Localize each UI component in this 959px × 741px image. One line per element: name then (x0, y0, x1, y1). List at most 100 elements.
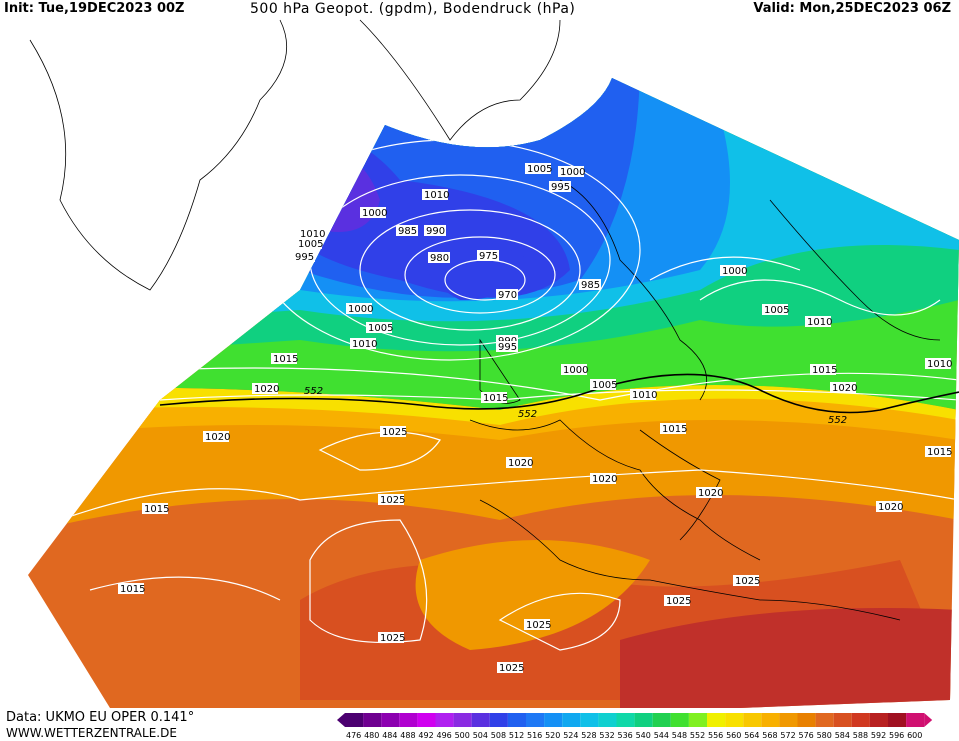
legend-tick-label: 524 (563, 731, 578, 740)
svg-text:995: 995 (551, 182, 570, 193)
isobar-label: 1025 (378, 632, 405, 644)
legend-tick-label: 508 (491, 731, 506, 740)
isobar-label: 1020 (506, 457, 533, 469)
legend-tick-label: 532 (599, 731, 614, 740)
legend-tick-label: 504 (473, 731, 488, 740)
legend-tick-label: 500 (455, 731, 470, 740)
legend-tick-label: 556 (708, 731, 723, 740)
isobar-labels: 1010 1005 995 1000 1010 985 990 980 975 … (118, 163, 952, 674)
isobar-label: 1015 (142, 503, 169, 515)
isobar-label: 995 (549, 181, 571, 193)
init-time-label: Init: Tue,19DEC2023 00Z (4, 1, 185, 16)
contour-label-552: 552 (828, 415, 847, 426)
legend-swatch (797, 713, 816, 727)
svg-text:1020: 1020 (254, 384, 279, 395)
data-source-label: Data: UKMO EU OPER 0.141° (6, 710, 195, 725)
legend-tick-label: 596 (889, 731, 904, 740)
isobar-label: 1025 (524, 619, 551, 631)
isobar-label: 1015 (481, 392, 508, 404)
svg-text:1000: 1000 (722, 266, 747, 277)
isobar-label: 1015 (925, 446, 952, 458)
contour-label-552: 552 (518, 409, 537, 420)
coastlines (29, 19, 941, 621)
svg-text:1025: 1025 (499, 663, 524, 674)
legend-tick-label: 484 (382, 731, 397, 740)
isobar-label: 1005 (296, 238, 323, 250)
legend-arrow-right (924, 713, 933, 727)
isobar-label: 1025 (664, 595, 691, 607)
svg-text:1010: 1010 (807, 317, 832, 328)
legend-swatch (815, 713, 834, 727)
svg-text:1010: 1010 (300, 229, 325, 240)
legend-tick-label: 580 (817, 731, 832, 740)
isobar-label: 1020 (252, 383, 279, 395)
legend-swatch (580, 713, 599, 727)
isobar-label: 1025 (733, 575, 760, 587)
svg-text:1015: 1015 (662, 424, 687, 435)
svg-text:1025: 1025 (380, 633, 405, 644)
svg-text:1000: 1000 (348, 304, 373, 315)
legend-swatch (670, 713, 689, 727)
svg-text:1025: 1025 (380, 495, 405, 506)
color-legend: 476 480 484 488 492 496 500 504 508 512 516 520 524 5… (337, 713, 933, 740)
isobar-label: 995 (293, 251, 315, 263)
legend-swatch (598, 713, 617, 727)
legend-tick-label: 476 (346, 731, 361, 740)
legend-swatch (779, 713, 798, 727)
legend-tick-label: 544 (654, 731, 669, 740)
forecast-map: 1010 1005 995 1000 1010 985 990 980 975 … (28, 19, 959, 708)
legend-tick-label: 576 (799, 731, 814, 740)
legend-swatch (453, 713, 472, 727)
isobar-label: 1010 (805, 316, 832, 328)
legend-tick-label: 496 (437, 731, 452, 740)
svg-text:1015: 1015 (144, 504, 169, 515)
svg-text:1010: 1010 (352, 339, 377, 350)
isobar-label: 1020 (590, 473, 617, 485)
legend-swatch (435, 713, 454, 727)
svg-text:995: 995 (498, 342, 517, 353)
isobar-label: 1025 (378, 494, 405, 506)
svg-text:1015: 1015 (483, 393, 508, 404)
legend-tick-label: 572 (780, 731, 795, 740)
legend-swatch (345, 713, 364, 727)
legend-swatch (471, 713, 490, 727)
legend-swatch (417, 713, 436, 727)
isobar-label: 1000 (346, 303, 373, 315)
legend-tick-label: 536 (618, 731, 633, 740)
isobar-label: 980 (428, 252, 450, 264)
legend-swatch (363, 713, 382, 727)
isobar-label: 1020 (203, 431, 230, 443)
legend-tick-label: 488 (400, 731, 415, 740)
legend-tick-label: 540 (636, 731, 651, 740)
svg-text:1025: 1025 (666, 596, 691, 607)
svg-text:1010: 1010 (927, 359, 952, 370)
legend-swatch (652, 713, 671, 727)
legend-swatch (526, 713, 545, 727)
isobar-label: 1010 (925, 358, 952, 370)
legend-tick-label: 552 (690, 731, 705, 740)
svg-text:1020: 1020 (878, 502, 903, 513)
isobar-label: 1015 (271, 353, 298, 365)
legend-tick-label: 568 (762, 731, 777, 740)
legend-tick-label: 512 (509, 731, 524, 740)
legend-tick-label: 592 (871, 731, 886, 740)
website-label: WWW.WETTERZENTRALE.DE (6, 726, 177, 740)
legend-swatch (507, 713, 526, 727)
svg-text:1010: 1010 (632, 390, 657, 401)
svg-text:1025: 1025 (735, 576, 760, 587)
isobar-label: 1010 (630, 389, 657, 401)
isobar-label: 1010 (350, 338, 377, 350)
svg-text:1020: 1020 (205, 432, 230, 443)
isobar-label: 970 (496, 289, 518, 301)
isobar-label: 1005 (762, 304, 789, 316)
isobar-label: 1020 (830, 382, 857, 394)
isobar-label: 1025 (380, 426, 407, 438)
svg-text:1005: 1005 (368, 323, 393, 334)
legend-swatch (544, 713, 563, 727)
legend-swatch (761, 713, 780, 727)
svg-text:1020: 1020 (832, 383, 857, 394)
legend-swatch (906, 713, 925, 727)
isobar-label: 1015 (810, 364, 837, 376)
svg-text:552: 552 (828, 415, 847, 426)
